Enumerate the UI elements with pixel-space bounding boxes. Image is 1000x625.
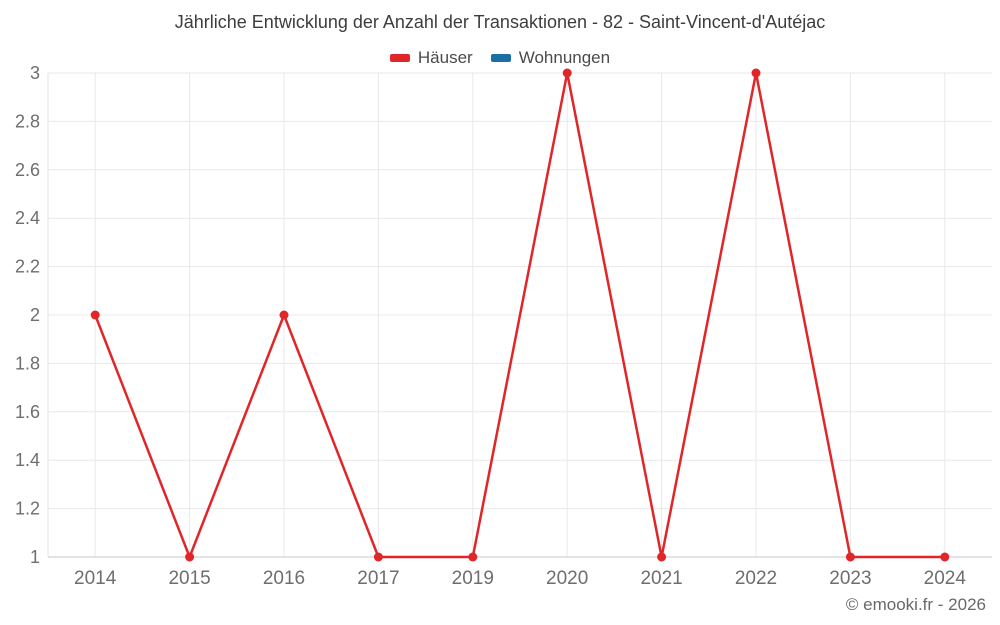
legend-swatch-wohnungen-icon xyxy=(490,54,511,62)
data-point-marker xyxy=(940,552,950,562)
x-tick-label: 2014 xyxy=(74,568,117,589)
x-tick-label: 2024 xyxy=(924,568,967,589)
x-tick-label: 2016 xyxy=(263,568,305,589)
x-tick-label: 2017 xyxy=(357,568,399,589)
y-tick-label: 2.2 xyxy=(15,257,40,277)
data-point-marker xyxy=(373,552,383,562)
y-tick-label: 2 xyxy=(30,305,40,325)
data-point-marker xyxy=(185,552,195,562)
data-point-marker xyxy=(845,552,855,562)
data-point-marker xyxy=(279,310,289,320)
legend-item-wohnungen[interactable]: Wohnungen xyxy=(490,48,611,68)
series-line xyxy=(93,71,947,559)
data-point-marker xyxy=(90,310,100,320)
x-tick-label: 2019 xyxy=(452,568,494,589)
legend-label-wohnungen: Wohnungen xyxy=(518,48,611,67)
data-point-marker xyxy=(657,552,667,562)
chart-title: Jährliche Entwicklung der Anzahl der Tra… xyxy=(174,12,826,32)
data-point-marker xyxy=(562,68,572,78)
x-tick-label: 2023 xyxy=(829,568,871,589)
chart-legend: Häuser Wohnungen xyxy=(0,47,1000,69)
data-point-marker xyxy=(468,552,478,562)
y-tick-label: 1.4 xyxy=(15,450,40,470)
y-tick-label: 1.8 xyxy=(15,353,40,373)
y-tick-label: 1.6 xyxy=(15,402,40,422)
x-tick-label: 2022 xyxy=(735,568,777,589)
y-tick-label: 2.6 xyxy=(15,160,40,180)
y-tick-label: 3 xyxy=(30,63,40,83)
legend-label-haeuser: Häuser xyxy=(417,48,473,67)
x-tick-label: 2020 xyxy=(546,568,588,589)
legend-item-haeuser[interactable]: Häuser xyxy=(389,48,473,68)
y-tick-label: 2.4 xyxy=(15,208,40,228)
y-tick-label: 1.2 xyxy=(15,499,40,519)
y-tick-label: 1 xyxy=(30,547,40,567)
legend-swatch-haeuser-icon xyxy=(389,54,410,62)
x-tick-label: 2015 xyxy=(168,568,210,589)
copyright-text: © emooki.fr - 2026 xyxy=(845,595,986,614)
x-tick-label: 2021 xyxy=(640,568,682,589)
y-tick-label: 2.8 xyxy=(15,111,40,131)
data-point-marker xyxy=(751,68,761,78)
